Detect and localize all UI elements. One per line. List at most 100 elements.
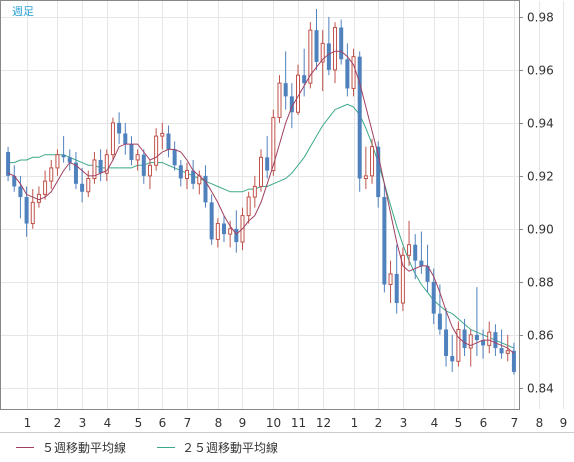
candle-body-down bbox=[493, 332, 498, 349]
x-axis: 1 2 3 4 5 6 7 8 9 10 11 12 1 2 3 4 5 6 7 8 9 bbox=[24, 416, 568, 430]
period-label: 週足 bbox=[12, 5, 34, 18]
candle-body-up bbox=[228, 228, 233, 235]
ma5-layer bbox=[7, 50, 515, 354]
grid bbox=[1, 1, 564, 409]
candle-body-up bbox=[258, 156, 264, 187]
y-tick-label: 0.90 bbox=[527, 223, 554, 237]
candle-body-up bbox=[320, 42, 325, 63]
y-tick-label: 0.96 bbox=[527, 64, 554, 78]
x-tick-label: 8 bbox=[536, 416, 544, 430]
candle-body-down bbox=[73, 162, 78, 184]
x-tick-label: 7 bbox=[184, 416, 192, 430]
candle-body-down bbox=[339, 27, 344, 60]
candle-body-down bbox=[6, 152, 11, 176]
candle-body-down bbox=[18, 186, 23, 198]
candle-body-down bbox=[24, 197, 29, 224]
x-tick-label: 9 bbox=[560, 416, 568, 430]
candle-body-down bbox=[481, 340, 486, 346]
candle-body-down bbox=[98, 159, 103, 174]
x-tick-label: 4 bbox=[431, 416, 439, 430]
candle-body-down bbox=[129, 144, 134, 160]
candle-body-up bbox=[400, 254, 405, 304]
candle-body-up bbox=[86, 178, 91, 193]
candle-body-up bbox=[110, 122, 115, 156]
x-tick-label: 1 bbox=[24, 416, 32, 430]
candle-body-down bbox=[141, 154, 146, 176]
candle-body-up bbox=[252, 185, 257, 198]
legend: ５週移動平均線 ２５週移動平均線 bbox=[16, 440, 278, 455]
candle-body-down bbox=[437, 313, 442, 330]
x-tick-label: 8 bbox=[215, 416, 223, 430]
x-tick-label: 6 bbox=[159, 416, 167, 430]
y-tick-label: 0.86 bbox=[527, 329, 554, 343]
candle-body-up bbox=[36, 193, 41, 203]
candle-body-down bbox=[265, 157, 270, 171]
x-tick-label: 7 bbox=[511, 416, 519, 430]
y-tick-label: 0.94 bbox=[527, 117, 554, 131]
candle-body-down bbox=[326, 43, 331, 70]
x-tick-label: 5 bbox=[135, 416, 143, 430]
candle-body-down bbox=[209, 202, 214, 240]
candle-body-down bbox=[302, 75, 307, 84]
x-tick-label: 10 bbox=[266, 416, 281, 430]
x-tick-label: 3 bbox=[400, 416, 408, 430]
candle-body-down bbox=[123, 133, 128, 145]
x-tick-label: 4 bbox=[104, 416, 112, 430]
candle-body-down bbox=[499, 348, 504, 354]
x-tick-label: 9 bbox=[239, 416, 247, 430]
candle-body-up bbox=[333, 26, 338, 71]
candle-body-down bbox=[283, 83, 288, 97]
candle-body-down bbox=[382, 197, 387, 285]
candle-body-down bbox=[12, 175, 17, 187]
x-tick-label: 6 bbox=[480, 416, 488, 430]
candle-body-down bbox=[221, 223, 226, 235]
candle-body-up bbox=[277, 82, 282, 119]
candle-body-up bbox=[468, 334, 473, 349]
y-tick-label: 0.98 bbox=[527, 11, 554, 25]
candle-body-down bbox=[178, 165, 183, 179]
x-tick-label: 2 bbox=[375, 416, 383, 430]
legend-ma5-label: ５週移動平均線 bbox=[42, 440, 126, 455]
candle-body-up bbox=[487, 331, 492, 346]
x-tick-label: 1 bbox=[351, 416, 359, 430]
x-tick-label: 12 bbox=[316, 416, 331, 430]
candle-body-down bbox=[117, 122, 122, 134]
candle-body-up bbox=[308, 29, 313, 84]
candle-body-up bbox=[55, 154, 60, 169]
candle-body-down bbox=[444, 329, 449, 357]
y-tick-label: 0.84 bbox=[527, 382, 554, 396]
candle-body-down bbox=[172, 149, 177, 166]
x-tick-label: 5 bbox=[455, 416, 463, 430]
candle-body-down bbox=[462, 329, 467, 349]
candle-body-up bbox=[43, 180, 48, 195]
candle-body-down bbox=[191, 170, 196, 184]
candle-body-down bbox=[511, 350, 516, 372]
candle-body-down bbox=[394, 273, 399, 304]
candle-body-down bbox=[413, 244, 418, 261]
candle-body-down bbox=[61, 154, 66, 158]
candle-body-down bbox=[474, 334, 479, 341]
plot-frame bbox=[0, 0, 520, 410]
y-axis: 0.98 0.96 0.94 0.92 0.90 0.88 0.86 0.84 bbox=[519, 11, 554, 396]
candle-body-up bbox=[135, 154, 140, 161]
candle-body-up bbox=[160, 132, 165, 137]
y-tick-label: 0.92 bbox=[527, 170, 554, 184]
candle-body-up bbox=[92, 159, 97, 180]
candle-body-down bbox=[450, 356, 455, 362]
candle-body-down bbox=[376, 146, 381, 198]
candle-body-down bbox=[425, 265, 430, 282]
candle-body-up bbox=[363, 175, 368, 180]
candle-body-up bbox=[246, 196, 251, 217]
y-tick-label: 0.88 bbox=[527, 276, 554, 290]
candle-body-up bbox=[184, 170, 189, 180]
candle-body-up bbox=[456, 329, 461, 362]
candle-body-down bbox=[431, 281, 436, 314]
candle-body-up bbox=[370, 146, 375, 177]
candle-body-up bbox=[271, 117, 276, 172]
candle-body-down bbox=[67, 157, 72, 163]
candle-body-up bbox=[49, 167, 54, 182]
candle-body-up bbox=[30, 201, 35, 225]
x-tick-label: 11 bbox=[291, 416, 306, 430]
